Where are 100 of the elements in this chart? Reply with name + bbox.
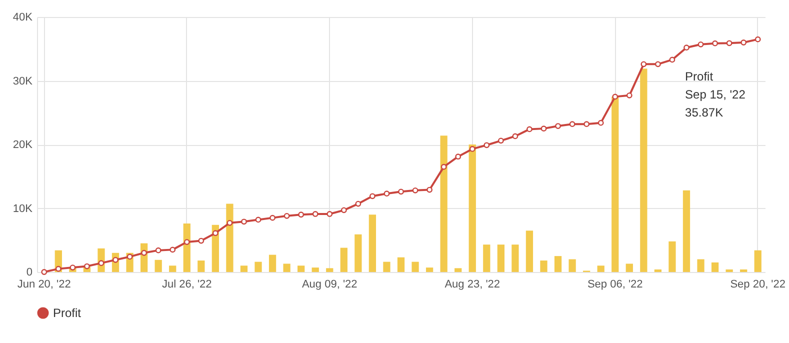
point [555, 123, 561, 129]
point [155, 247, 162, 254]
bar [754, 250, 762, 272]
point [284, 212, 290, 219]
x-tick-label: Sep 20, '22 [730, 278, 786, 290]
point [270, 214, 276, 221]
point [540, 126, 547, 132]
bar [198, 260, 205, 272]
bar [354, 234, 362, 272]
bar [697, 259, 704, 272]
x-tick-label: Jun 20, '22 [17, 278, 71, 290]
point [41, 269, 48, 275]
point [684, 44, 690, 51]
y-tick-label: 0 [26, 266, 32, 278]
annotation: Profit Sep 15, '22 35.87K [685, 69, 746, 120]
bar [312, 268, 319, 272]
bar [626, 264, 633, 272]
bar [668, 241, 676, 272]
bar [497, 244, 504, 272]
bar [640, 68, 648, 272]
point [455, 154, 462, 160]
point [612, 94, 618, 100]
bar [268, 254, 276, 272]
point [440, 164, 447, 170]
bar [483, 244, 490, 272]
bar [368, 214, 376, 272]
point [170, 246, 176, 253]
bar [554, 256, 562, 272]
bar [440, 136, 448, 272]
bar [426, 268, 434, 272]
point [754, 36, 761, 42]
x-tick-label: Aug 23, '22 [444, 278, 500, 290]
bar [454, 268, 462, 272]
point [526, 126, 532, 132]
bar [597, 266, 604, 272]
point [640, 61, 647, 68]
bar [326, 268, 334, 272]
bar [183, 224, 190, 272]
bar [240, 266, 248, 272]
point [384, 190, 390, 197]
point [412, 187, 418, 194]
bar [468, 144, 476, 272]
x-tick-label: Sep 06, '22 [587, 278, 643, 290]
bar [212, 224, 219, 272]
x-tick-label: Aug 09, '22 [302, 278, 358, 290]
bar [154, 260, 162, 272]
bar [383, 262, 390, 272]
point [469, 146, 476, 152]
bar [540, 260, 548, 272]
point [370, 193, 376, 200]
point [126, 254, 133, 260]
bar [740, 269, 748, 272]
bar [512, 244, 519, 272]
point [498, 138, 504, 144]
y-tick-label: 40K [12, 12, 34, 24]
bar [726, 269, 733, 272]
y-tick-label: 10K [12, 202, 34, 215]
point [141, 250, 148, 256]
point [241, 218, 247, 225]
bar [526, 230, 534, 272]
bar [682, 190, 690, 272]
point [426, 186, 432, 193]
bar [397, 257, 405, 272]
point [740, 40, 747, 46]
bar [654, 269, 662, 272]
point [198, 238, 204, 244]
point [712, 40, 718, 46]
point [669, 56, 676, 63]
point [70, 264, 76, 270]
point [598, 120, 604, 126]
point [298, 212, 304, 218]
point [212, 230, 218, 236]
point [326, 211, 333, 217]
point [55, 266, 62, 272]
point [654, 61, 661, 68]
bar [226, 204, 234, 272]
bar [568, 259, 576, 272]
bar [169, 266, 176, 272]
bar [283, 264, 290, 272]
x-tick-label: Jul 26, '22 [162, 278, 212, 290]
y-tick-label: 30K [12, 75, 34, 88]
point [355, 200, 362, 207]
bar [412, 262, 419, 272]
point [255, 216, 262, 223]
y-tick-label: 20K [12, 139, 34, 151]
point [626, 92, 632, 98]
point [726, 40, 732, 46]
point [512, 133, 518, 140]
point [340, 207, 347, 214]
point [698, 41, 704, 48]
bar [612, 96, 619, 272]
bar [298, 266, 305, 272]
legend-label: Profit [53, 306, 82, 320]
bar [254, 262, 262, 272]
point [584, 121, 590, 128]
bar [711, 262, 719, 272]
point [398, 188, 404, 195]
bar [340, 248, 348, 272]
point [312, 211, 318, 217]
point [84, 263, 90, 270]
